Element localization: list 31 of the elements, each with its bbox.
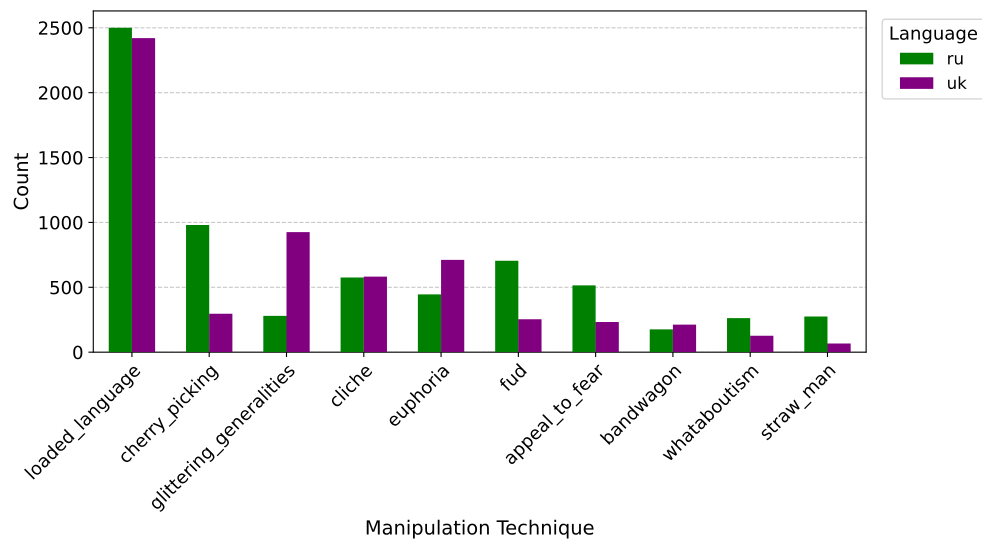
bar [804,316,828,352]
x-axis-title: Manipulation Technique [366,520,594,539]
bar [441,260,464,352]
y-tick-label: 1000 [40,216,82,230]
legend-label: uk [948,76,967,90]
y-tick-label: 1500 [40,151,82,165]
bar [209,314,232,352]
bar [750,336,774,352]
bar [518,319,542,352]
bar [364,276,387,352]
bar [650,329,673,352]
legend-title: Language [890,26,977,44]
y-tick-label: 0 [73,346,82,360]
bar [286,232,310,352]
bar [132,38,156,352]
bar [596,322,619,352]
bar [672,324,696,352]
bar [727,318,750,352]
bar [418,294,442,352]
y-tick-label: 2000 [38,86,82,100]
bar [108,28,132,352]
bar [495,260,518,352]
y-tick-label: 500 [50,280,82,294]
y-axis-title: Count [14,153,28,210]
bar [186,225,210,352]
bar [572,285,596,352]
bar [263,316,286,352]
bar [340,278,364,352]
y-tick-label: 2500 [38,21,82,35]
legend-label: ru [948,55,963,65]
bar [827,343,851,352]
